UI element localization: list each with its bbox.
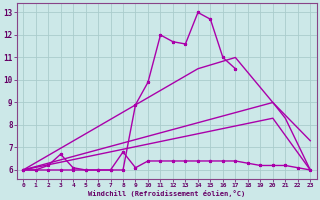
X-axis label: Windchill (Refroidissement éolien,°C): Windchill (Refroidissement éolien,°C): [88, 190, 245, 197]
